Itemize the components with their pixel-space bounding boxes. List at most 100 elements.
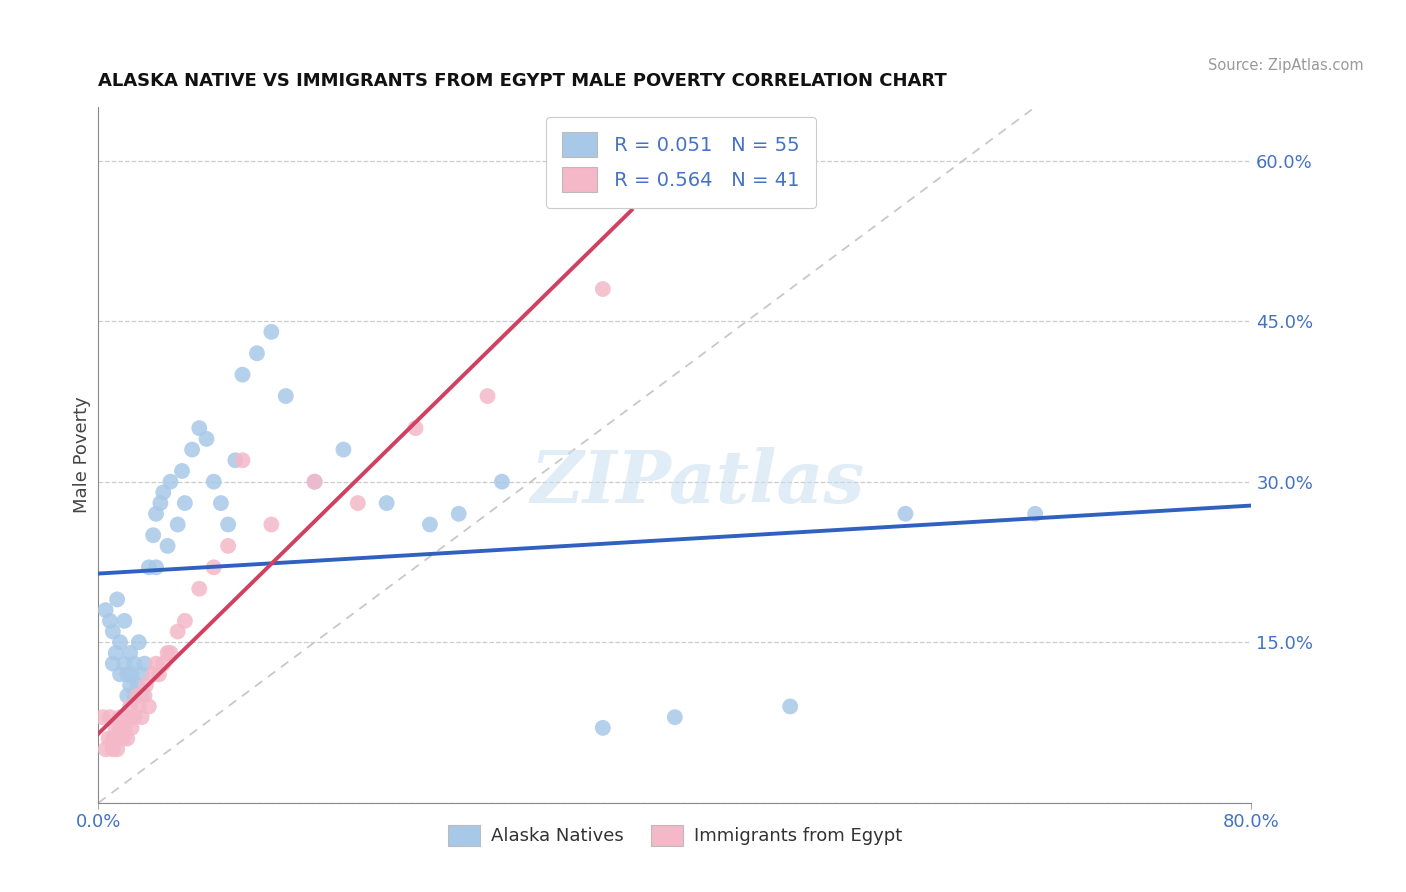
Point	[145, 560, 167, 574]
Point	[128, 699, 150, 714]
Point	[304, 475, 326, 489]
Point	[491, 475, 513, 489]
Point	[108, 721, 131, 735]
Point	[138, 560, 160, 574]
Point	[112, 721, 135, 735]
Point	[166, 624, 188, 639]
Point	[117, 731, 139, 746]
Point	[246, 346, 269, 360]
Point	[145, 507, 167, 521]
Point	[124, 689, 146, 703]
Point	[592, 282, 614, 296]
Point	[231, 453, 254, 467]
Point	[260, 325, 283, 339]
Legend: Alaska Natives, Immigrants from Egypt: Alaska Natives, Immigrants from Egypt	[440, 818, 910, 853]
Point	[94, 742, 117, 756]
Point	[1024, 507, 1046, 521]
Point	[121, 721, 143, 735]
Point	[134, 689, 156, 703]
Point	[174, 614, 197, 628]
Point	[142, 528, 165, 542]
Point	[592, 721, 614, 735]
Point	[101, 731, 124, 746]
Point	[112, 657, 135, 671]
Point	[274, 389, 297, 403]
Point	[145, 657, 167, 671]
Point	[156, 539, 179, 553]
Point	[188, 421, 211, 435]
Point	[202, 475, 225, 489]
Point	[332, 442, 354, 457]
Point	[124, 657, 146, 671]
Point	[105, 592, 128, 607]
Point	[224, 453, 246, 467]
Point	[447, 507, 470, 521]
Point	[260, 517, 283, 532]
Point	[419, 517, 441, 532]
Point	[108, 635, 131, 649]
Point	[231, 368, 254, 382]
Point	[120, 646, 142, 660]
Text: ZIPatlas: ZIPatlas	[531, 447, 865, 518]
Point	[120, 699, 142, 714]
Point	[138, 699, 160, 714]
Point	[405, 421, 427, 435]
Point	[98, 614, 121, 628]
Point	[101, 657, 124, 671]
Point	[108, 667, 131, 681]
Point	[346, 496, 368, 510]
Point	[127, 678, 149, 692]
Point	[159, 475, 181, 489]
Point	[127, 689, 149, 703]
Point	[104, 646, 127, 660]
Point	[477, 389, 499, 403]
Point	[779, 699, 801, 714]
Point	[121, 667, 143, 681]
Point	[209, 496, 232, 510]
Point	[159, 646, 181, 660]
Point	[148, 667, 170, 681]
Point	[94, 603, 117, 617]
Point	[149, 496, 172, 510]
Point	[195, 432, 218, 446]
Point	[188, 582, 211, 596]
Point	[108, 710, 131, 724]
Point	[112, 614, 135, 628]
Point	[152, 485, 174, 500]
Point	[135, 678, 157, 692]
Point	[104, 721, 127, 735]
Point	[664, 710, 686, 724]
Point	[202, 560, 225, 574]
Point	[152, 657, 174, 671]
Y-axis label: Male Poverty: Male Poverty	[73, 397, 91, 513]
Point	[128, 635, 150, 649]
Point	[111, 731, 134, 746]
Text: Source: ZipAtlas.com: Source: ZipAtlas.com	[1208, 58, 1364, 73]
Point	[174, 496, 197, 510]
Point	[166, 517, 188, 532]
Point	[117, 710, 139, 724]
Point	[181, 442, 204, 457]
Point	[217, 539, 239, 553]
Point	[894, 507, 917, 521]
Point	[124, 710, 146, 724]
Point	[142, 667, 165, 681]
Point	[131, 710, 153, 724]
Point	[156, 646, 179, 660]
Point	[98, 710, 121, 724]
Point	[105, 742, 128, 756]
Point	[217, 517, 239, 532]
Point	[101, 742, 124, 756]
Point	[170, 464, 193, 478]
Point	[91, 710, 114, 724]
Point	[97, 731, 120, 746]
Point	[117, 667, 139, 681]
Point	[117, 689, 139, 703]
Text: ALASKA NATIVE VS IMMIGRANTS FROM EGYPT MALE POVERTY CORRELATION CHART: ALASKA NATIVE VS IMMIGRANTS FROM EGYPT M…	[98, 72, 948, 90]
Point	[131, 667, 153, 681]
Point	[375, 496, 398, 510]
Point	[120, 678, 142, 692]
Point	[134, 657, 156, 671]
Point	[131, 689, 153, 703]
Point	[304, 475, 326, 489]
